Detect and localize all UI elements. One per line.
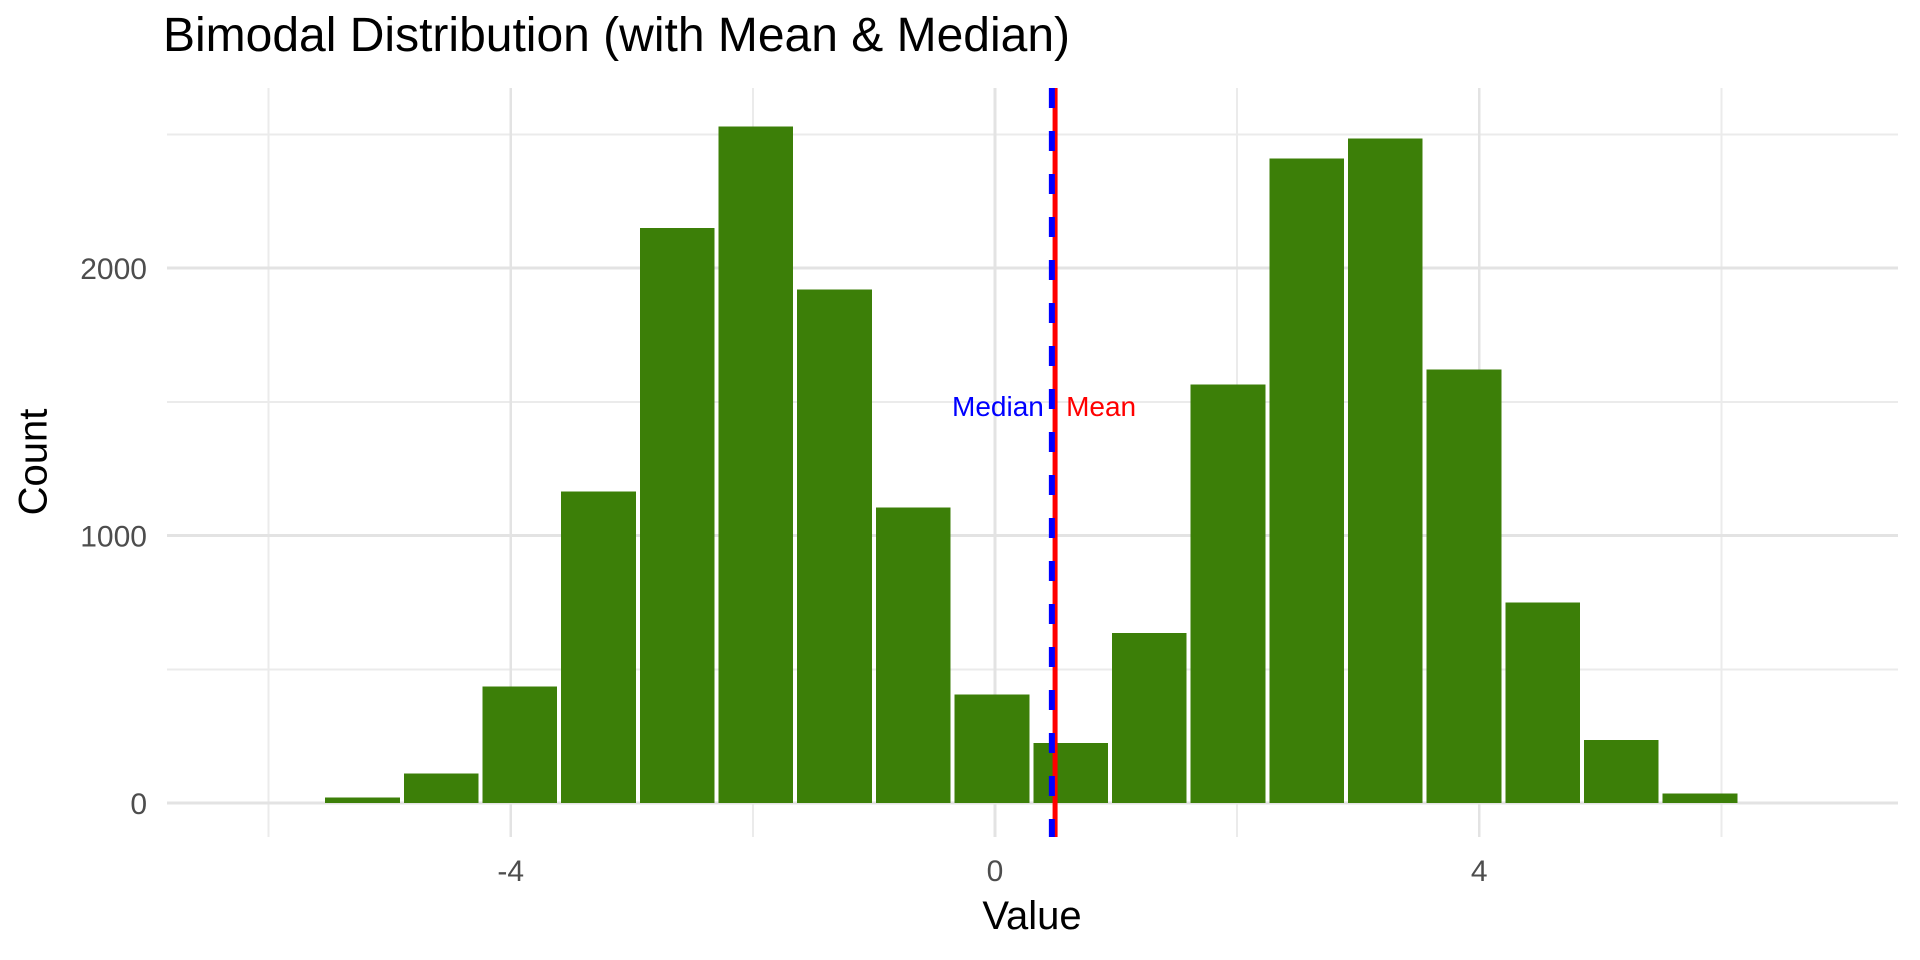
chart-title: Bimodal Distribution (with Mean & Median… — [163, 9, 1071, 62]
histogram-bar — [954, 694, 1030, 804]
histogram-bar — [718, 126, 794, 804]
histogram-bar — [875, 507, 951, 804]
y-tick-label: 2000 — [80, 253, 147, 286]
histogram-bar — [639, 227, 715, 804]
y-tick-label: 1000 — [80, 521, 147, 554]
histogram-bar — [482, 686, 558, 804]
histogram-bar — [1348, 138, 1423, 804]
histogram-bar — [561, 491, 636, 804]
x-tick-label: 4 — [1471, 855, 1488, 888]
x-tick-label: -4 — [497, 855, 524, 888]
histogram-bar — [797, 289, 872, 804]
histogram-bar — [1190, 384, 1266, 804]
mean-label: Mean — [1066, 391, 1136, 422]
x-axis-title: Value — [982, 894, 1082, 938]
x-tick-label: 0 — [987, 855, 1004, 888]
histogram-bar — [325, 797, 400, 804]
histogram-bar — [403, 773, 479, 804]
median-label: Median — [952, 391, 1044, 422]
histogram-bar — [1584, 740, 1659, 804]
histogram-bar — [1269, 158, 1345, 804]
y-axis-title: Count — [11, 408, 56, 516]
histogram-bar — [1662, 793, 1738, 804]
y-tick-label: 0 — [130, 788, 147, 821]
histogram-bar — [1505, 602, 1581, 804]
histogram-bar — [1033, 742, 1108, 804]
histogram-bar — [1111, 633, 1187, 804]
histogram-bar — [1426, 369, 1502, 804]
